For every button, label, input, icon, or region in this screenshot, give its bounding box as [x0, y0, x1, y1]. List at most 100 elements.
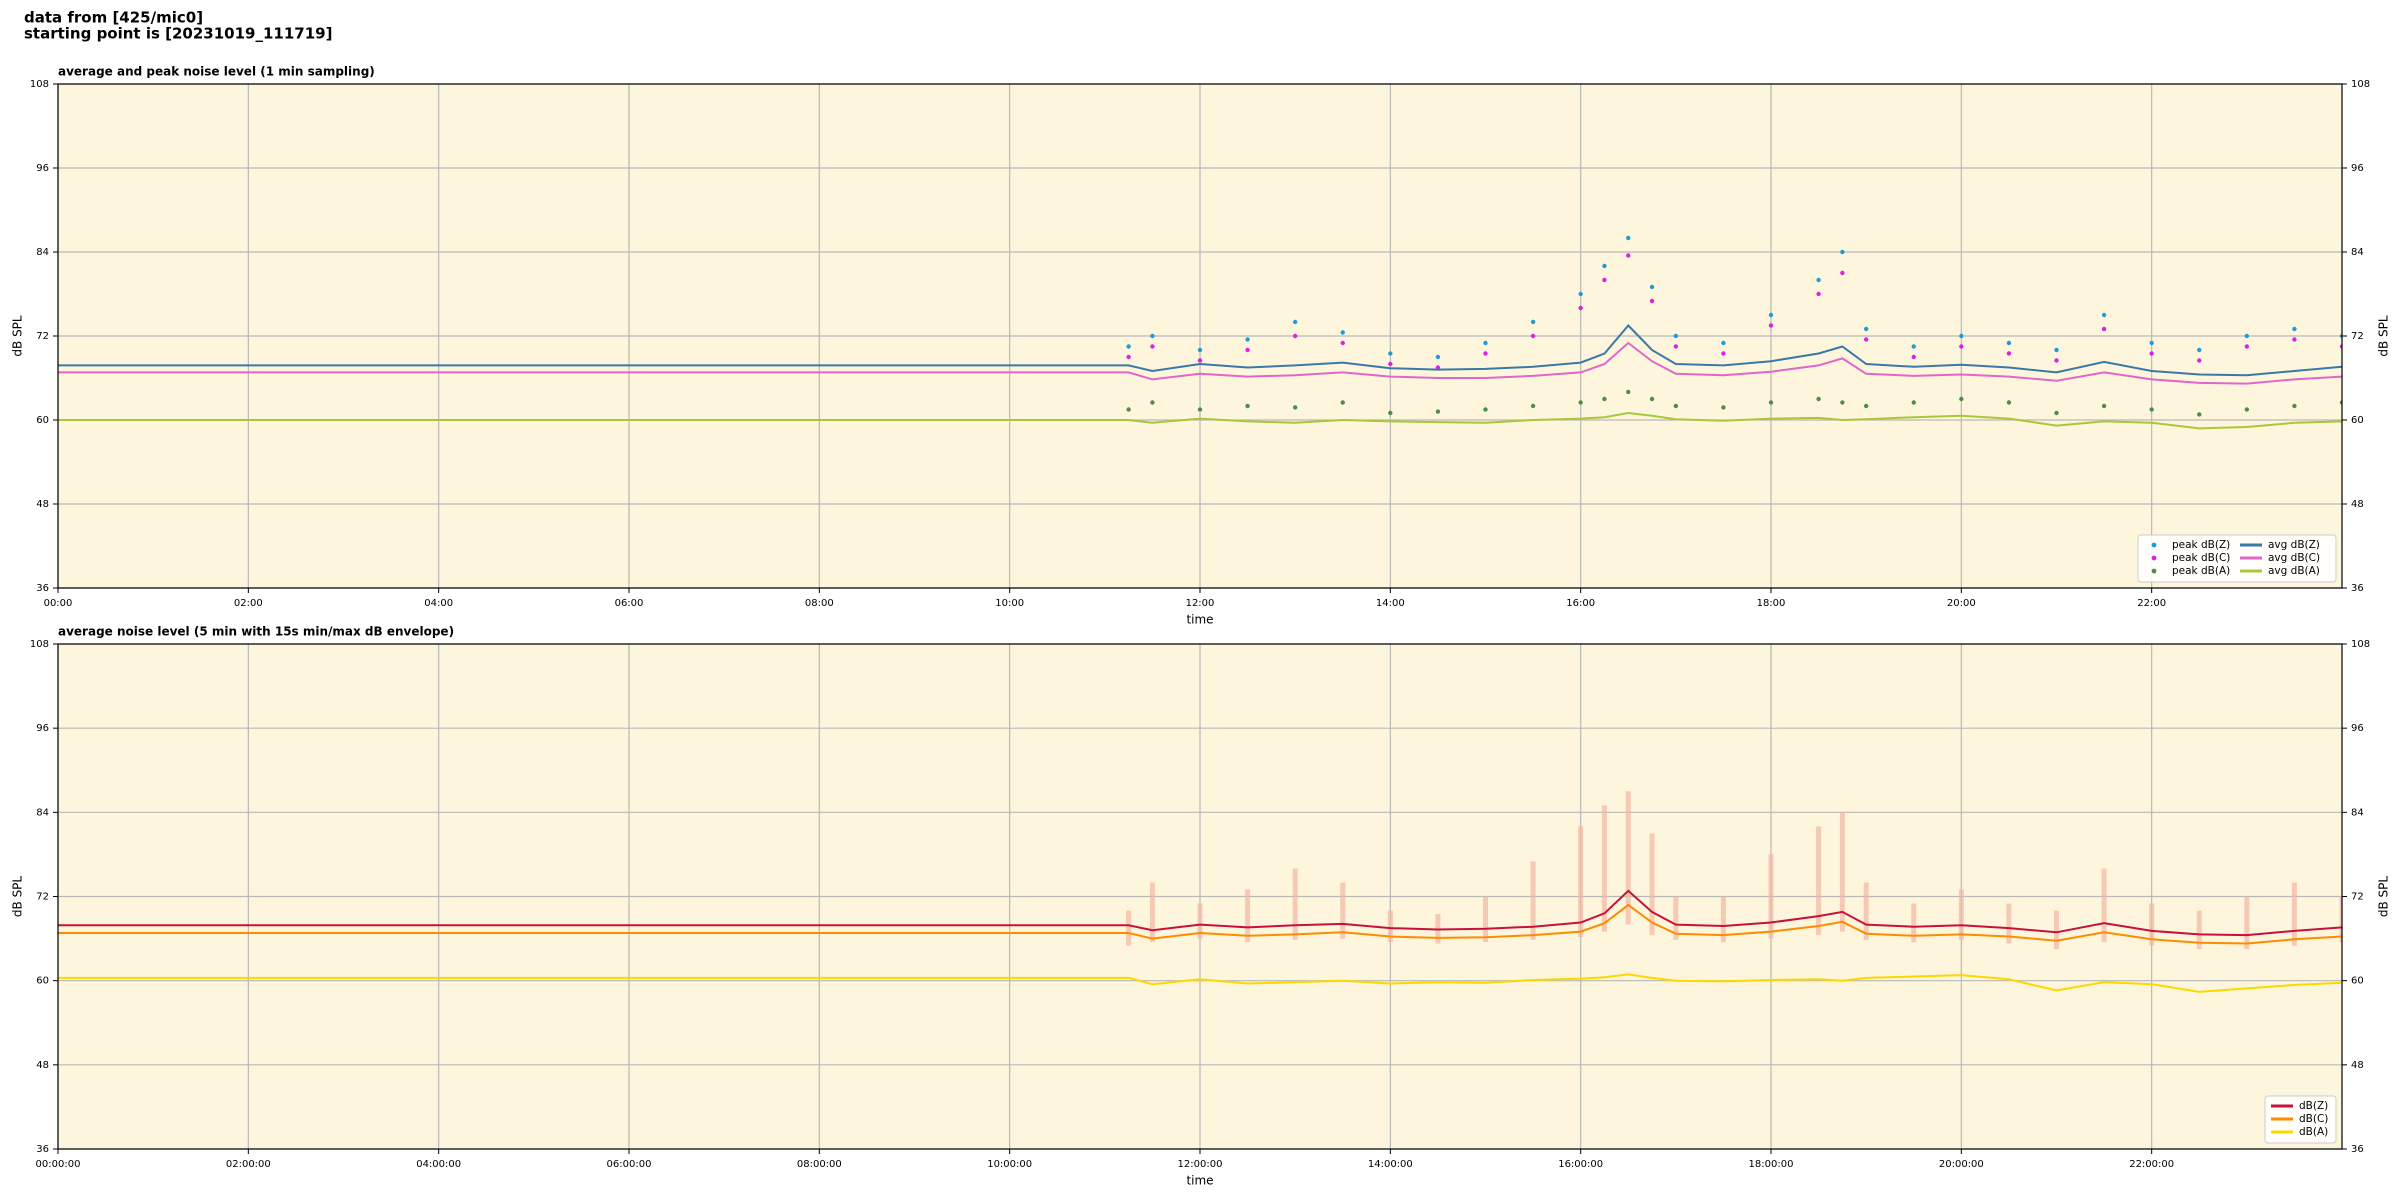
peak-dot	[1245, 347, 1250, 353]
peak-dot	[1483, 407, 1488, 412]
peak-dot	[1150, 344, 1155, 349]
peak-dot	[2197, 412, 2202, 417]
header-line: data from [425/mic0]	[24, 9, 203, 27]
x-tick-label: 22:00	[2137, 598, 2166, 609]
peak-dot	[1816, 396, 1821, 402]
peak-dot	[1483, 340, 1488, 346]
x-tick-label: 12:00:00	[1178, 1159, 1223, 1170]
x-tick-label: 12:00	[1186, 598, 1215, 609]
peak-dot	[1530, 403, 1536, 409]
peak-dot	[1863, 326, 1869, 332]
peak-dot	[1649, 396, 1655, 402]
peak-dot	[1721, 351, 1726, 356]
peak-dot	[1649, 284, 1655, 290]
y-tick-label: 36	[36, 583, 49, 594]
peak-dot	[2054, 347, 2059, 353]
plot-frame	[57, 83, 2343, 589]
legend-label: avg dB(Z)	[2268, 539, 2320, 551]
y2-tick-label: 72	[2351, 331, 2364, 342]
y-axis-label: dB SPL	[11, 315, 25, 357]
x-tick-label: 04:00:00	[416, 1159, 461, 1170]
peak-dot	[1816, 291, 1821, 297]
peak-dot	[2054, 358, 2059, 363]
series-line	[58, 324, 2342, 377]
peak-dot	[1840, 270, 1845, 276]
peak-dot	[1768, 323, 1774, 328]
peak-dot	[2101, 403, 2107, 409]
y2-tick-label: 96	[2351, 163, 2364, 174]
x-tick-label: 04:00	[424, 598, 453, 609]
y2-tick-label: 36	[2351, 1144, 2364, 1155]
x-tick-label: 14:00:00	[1368, 1159, 1413, 1170]
y-tick-label: 96	[36, 163, 49, 174]
peak-dot	[1150, 333, 1155, 339]
peak-dot	[1197, 407, 1203, 412]
peak-dot	[1626, 389, 1631, 395]
legend-label: dB(Z)	[2299, 1100, 2328, 1112]
peak-dot	[2292, 326, 2297, 332]
legend-label: peak dB(C)	[2172, 552, 2230, 564]
peak-dot	[1959, 344, 1964, 349]
peak-dot	[1126, 354, 1131, 360]
x-tick-label: 10:00	[995, 598, 1024, 609]
peak-dot	[1126, 407, 1131, 412]
peak-dot	[1721, 340, 1726, 346]
peak-dot	[1840, 400, 1845, 405]
x-tick-label: 00:00	[44, 598, 73, 609]
peak-dot	[1197, 347, 1203, 353]
peak-dot	[1530, 319, 1536, 325]
peak-dot	[2101, 312, 2107, 318]
peak-dot	[2006, 351, 2012, 356]
peak-dot	[1150, 400, 1155, 405]
y-tick-label: 36	[36, 1144, 49, 1155]
peak-dot	[1959, 396, 1964, 402]
y2-tick-label: 108	[2351, 639, 2370, 650]
peak-dot	[2149, 340, 2154, 346]
y-tick-label: 72	[36, 331, 49, 342]
legend-label: avg dB(C)	[2268, 552, 2320, 564]
peak-dot	[2006, 400, 2012, 405]
y-tick-label: 60	[36, 415, 49, 426]
y-tick-label: 84	[36, 247, 49, 258]
peak-dot	[2101, 326, 2107, 332]
y2-tick-label: 60	[2351, 976, 2364, 987]
peak-dot	[1863, 403, 1869, 409]
y-tick-label: 48	[36, 1060, 49, 1071]
chart-title: average noise level (5 min with 15s min/…	[58, 625, 454, 639]
y2-tick-label: 84	[2351, 807, 2364, 818]
peak-dot	[1292, 319, 1298, 325]
plot-area	[58, 235, 2342, 430]
peak-dot	[1649, 298, 1655, 304]
peak-dot	[1245, 403, 1250, 409]
y-tick-label: 96	[36, 723, 49, 734]
legend-label: dB(A)	[2299, 1126, 2328, 1138]
peak-dot	[1911, 354, 1916, 360]
peak-dot	[2149, 351, 2154, 356]
y-tick-label: 84	[36, 807, 49, 818]
legend-marker	[2151, 568, 2157, 574]
peak-dot	[1388, 351, 1393, 356]
x-tick-label: 18:00:00	[1749, 1159, 1794, 1170]
header-line: starting point is [20231019_111719]	[24, 25, 332, 43]
peak-dot	[1768, 400, 1774, 405]
legend-marker	[2151, 542, 2157, 548]
peak-dot	[1602, 263, 1607, 269]
x-tick-label: 16:00	[1566, 598, 1595, 609]
peak-dot	[1530, 333, 1536, 339]
chart-title: average and peak noise level (1 min samp…	[58, 65, 375, 79]
peak-dot	[1340, 330, 1345, 335]
peak-dot	[1578, 400, 1583, 405]
x-tick-label: 02:00:00	[226, 1159, 271, 1170]
peak-dot	[2244, 407, 2250, 412]
y-tick-label: 72	[36, 892, 49, 903]
legend-label: peak dB(Z)	[2172, 539, 2230, 551]
peak-dot	[1602, 277, 1607, 283]
legend-box	[2137, 534, 2337, 583]
legend-label: peak dB(A)	[2172, 565, 2230, 577]
peak-dot	[2054, 410, 2059, 416]
peak-dot	[1578, 291, 1583, 297]
y2-tick-label: 108	[2351, 79, 2370, 90]
peak-dot	[1911, 344, 1916, 349]
peak-dot	[1721, 405, 1726, 410]
